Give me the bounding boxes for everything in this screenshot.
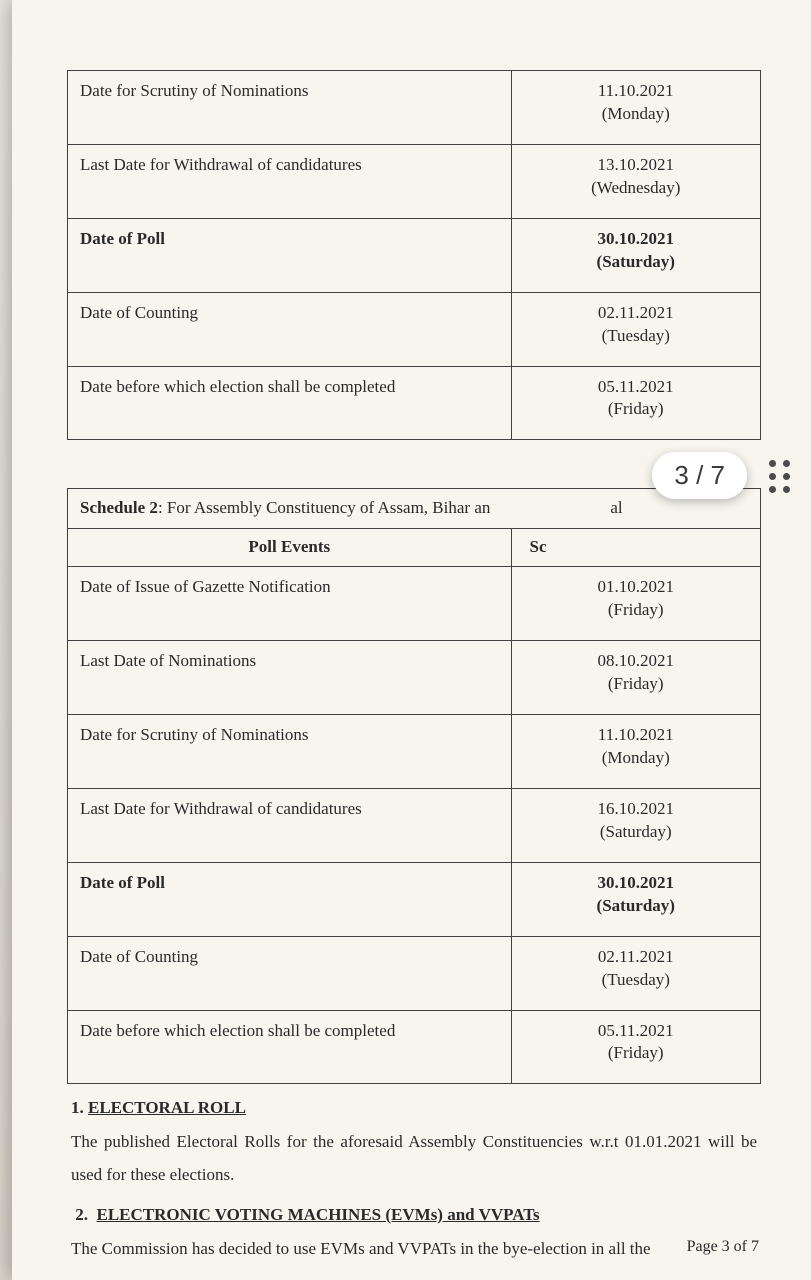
schedule-2-event: Date of Poll (68, 862, 512, 936)
schedule-2-row: Date of Issue of Gazette Notification01.… (68, 567, 761, 641)
schedule-2-body: Date of Issue of Gazette Notification01.… (68, 567, 761, 1084)
schedule-1-date: 13.10.2021(Wednesday) (511, 144, 760, 218)
schedule-2-event: Date before which election shall be comp… (68, 1010, 512, 1084)
schedule-1-body: Date for Scrutiny of Nominations11.10.20… (68, 71, 761, 440)
more-options-icon[interactable] (765, 460, 795, 496)
schedule-2-event: Last Date for Withdrawal of candidatures (68, 788, 512, 862)
schedule-1-event: Date of Poll (68, 218, 512, 292)
schedule-1-row: Last Date for Withdrawal of candidatures… (68, 144, 761, 218)
section-1-num: 1. (71, 1098, 84, 1117)
schedule-2-event: Date of Issue of Gazette Notification (68, 567, 512, 641)
schedule-2-table: Schedule 2: For Assembly Constituency of… (67, 488, 761, 1084)
schedule-1-date: 02.11.2021(Tuesday) (511, 292, 760, 366)
schedule-2-title-row: Schedule 2: For Assembly Constituency of… (68, 489, 761, 529)
document-page: Date for Scrutiny of Nominations11.10.20… (12, 0, 811, 1280)
schedule-2-date: 08.10.2021(Friday) (511, 641, 760, 715)
section-2-heading: 2. ELECTRONIC VOTING MACHINES (EVMs) and… (71, 1205, 757, 1225)
schedule-2-event: Last Date of Nominations (68, 641, 512, 715)
schedule-2-row: Last Date for Withdrawal of candidatures… (68, 788, 761, 862)
schedule-2-row: Date of Poll30.10.2021(Saturday) (68, 862, 761, 936)
schedule-2-event: Date of Counting (68, 936, 512, 1010)
schedule-2-date: 05.11.2021(Friday) (511, 1010, 760, 1084)
schedule-1-row: Date before which election shall be comp… (68, 366, 761, 440)
schedule-2-row: Last Date of Nominations08.10.2021(Frida… (68, 641, 761, 715)
schedule-2-date: 02.11.2021(Tuesday) (511, 936, 760, 1010)
schedule-2-date: 01.10.2021(Friday) (511, 567, 760, 641)
section-1-title: ELECTORAL ROLL (88, 1098, 246, 1117)
page-footer: Page 3 of 7 (687, 1238, 759, 1256)
schedule-2-date: 30.10.2021(Saturday) (511, 862, 760, 936)
schedule-1-event: Last Date for Withdrawal of candidatures (68, 144, 512, 218)
section-1-body: The published Electoral Rolls for the af… (71, 1126, 757, 1191)
schedule-2-row: Date for Scrutiny of Nominations11.10.20… (68, 715, 761, 789)
schedule-2-event: Date for Scrutiny of Nominations (68, 715, 512, 789)
schedule-1-row: Date of Poll30.10.2021(Saturday) (68, 218, 761, 292)
schedule-2-row: Date of Counting02.11.2021(Tuesday) (68, 936, 761, 1010)
section-2-body: The Commission has decided to use EVMs a… (71, 1233, 757, 1265)
schedule-1-event: Date for Scrutiny of Nominations (68, 71, 512, 145)
schedule-2-title-rest: : For Assembly Constituency of Assam, Bi… (158, 498, 490, 517)
schedule-1-date: 05.11.2021(Friday) (511, 366, 760, 440)
schedule-2-title-suffix: al (610, 498, 622, 517)
schedule-1-event: Date of Counting (68, 292, 512, 366)
section-2-num: 2. (75, 1205, 88, 1224)
schedule-2-col-date: Sc (511, 529, 760, 567)
schedule-2-date: 16.10.2021(Saturday) (511, 788, 760, 862)
schedule-2-col-event: Poll Events (68, 529, 512, 567)
section-1-heading: 1. ELECTORAL ROLL (71, 1098, 757, 1118)
schedule-2-date: 11.10.2021(Monday) (511, 715, 760, 789)
page-counter-pill[interactable]: 3 / 7 (652, 452, 747, 499)
schedule-1-table: Date for Scrutiny of Nominations11.10.20… (67, 70, 761, 440)
schedule-2-header-row: Poll Events Sc (68, 529, 761, 567)
section-2-title: ELECTRONIC VOTING MACHINES (EVMs) and VV… (97, 1205, 540, 1224)
schedule-1-date: 30.10.2021(Saturday) (511, 218, 760, 292)
schedule-1-row: Date for Scrutiny of Nominations11.10.20… (68, 71, 761, 145)
schedule-1-event: Date before which election shall be comp… (68, 366, 512, 440)
schedule-2-row: Date before which election shall be comp… (68, 1010, 761, 1084)
schedule-2-title-prefix: Schedule 2 (80, 498, 158, 517)
schedule-1-date: 11.10.2021(Monday) (511, 71, 760, 145)
schedule-1-row: Date of Counting02.11.2021(Tuesday) (68, 292, 761, 366)
